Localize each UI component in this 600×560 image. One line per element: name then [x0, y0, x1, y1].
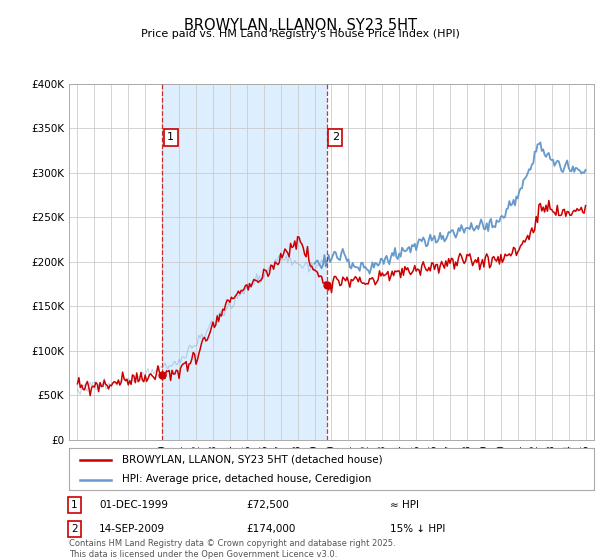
Text: 2: 2: [71, 524, 77, 534]
Text: 14-SEP-2009: 14-SEP-2009: [99, 524, 165, 534]
Bar: [162, 84, 326, 440]
Text: Contains HM Land Registry data © Crown copyright and database right 2025.
This d: Contains HM Land Registry data © Crown c…: [69, 539, 395, 559]
Text: 1: 1: [167, 132, 174, 142]
Text: £72,500: £72,500: [246, 500, 289, 510]
Text: 01-DEC-1999: 01-DEC-1999: [99, 500, 168, 510]
Text: 15% ↓ HPI: 15% ↓ HPI: [390, 524, 445, 534]
Text: £174,000: £174,000: [246, 524, 295, 534]
Text: HPI: Average price, detached house, Ceredigion: HPI: Average price, detached house, Cere…: [121, 474, 371, 484]
Text: BROWYLAN, LLANON, SY23 5HT: BROWYLAN, LLANON, SY23 5HT: [184, 18, 416, 33]
Text: Price paid vs. HM Land Registry's House Price Index (HPI): Price paid vs. HM Land Registry's House …: [140, 29, 460, 39]
Text: BROWYLAN, LLANON, SY23 5HT (detached house): BROWYLAN, LLANON, SY23 5HT (detached hou…: [121, 455, 382, 465]
Text: ≈ HPI: ≈ HPI: [390, 500, 419, 510]
Text: 2: 2: [332, 132, 339, 142]
Text: 1: 1: [71, 500, 77, 510]
